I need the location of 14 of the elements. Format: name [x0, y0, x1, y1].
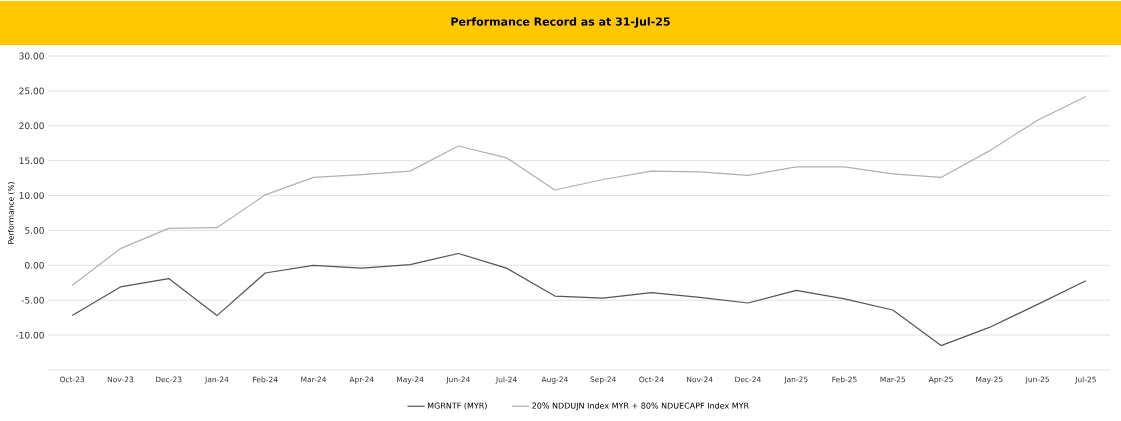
y-tick-label: 5.00 — [25, 227, 44, 234]
y-tick-label: -5.00 — [21, 296, 44, 304]
line-series — [71, 252, 1087, 347]
y-tick-label: 10.00 — [19, 192, 44, 199]
y-tick-label: 0.00 — [25, 261, 44, 269]
y-tick-label: 25.00 — [19, 87, 44, 95]
line-series — [71, 95, 1087, 287]
legend-label: 20% NDDUJN Index MYR + 80% NDUECAPF Index MYR — [532, 402, 749, 411]
y-tick-label: -10.00 — [15, 331, 44, 339]
y-tick-label: 15.00 — [19, 157, 44, 165]
legend-label: MGRNTF (MYR) — [427, 402, 487, 410]
chart-title: Performance Record as at 31-Jul-25 — [451, 17, 670, 28]
y-tick-label: 20.00 — [19, 122, 44, 130]
y-tick-label: 30.00 — [19, 52, 44, 60]
